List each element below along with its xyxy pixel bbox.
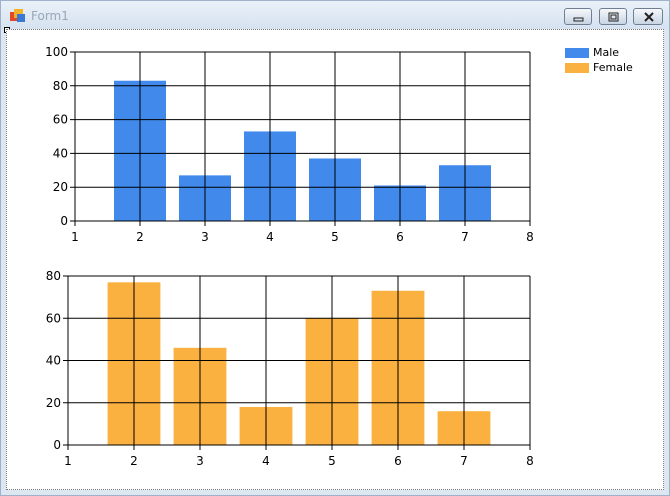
x-tick-label-male-1: 1 [71, 230, 79, 244]
x-tick-label-female-5: 5 [328, 454, 336, 468]
minimize-icon [573, 17, 584, 22]
window-title: Form1 [31, 9, 69, 23]
x-tick-label-female-4: 4 [262, 454, 270, 468]
x-tick-label-female-3: 3 [196, 454, 204, 468]
restore-button[interactable] [599, 8, 627, 25]
x-tick-label-male-3: 3 [201, 230, 209, 244]
x-tick-label-male-8: 8 [526, 230, 534, 244]
y-tick-label-female-0: 0 [53, 438, 61, 452]
x-tick-label-male-4: 4 [266, 230, 274, 244]
y-tick-label-male-20: 20 [53, 180, 68, 194]
restore-icon [608, 12, 619, 22]
y-tick-label-female-80: 80 [46, 269, 61, 283]
x-tick-label-female-2: 2 [130, 454, 138, 468]
x-tick-label-female-6: 6 [394, 454, 402, 468]
legend-swatch-female [565, 63, 589, 73]
form-app-icon [10, 9, 25, 22]
minimize-button[interactable] [564, 8, 592, 25]
legend-label-male: Male [593, 46, 620, 59]
title-bar[interactable]: Form1 [1, 1, 669, 29]
legend-swatch-male [565, 48, 589, 58]
close-icon [644, 12, 654, 22]
y-tick-label-female-40: 40 [46, 354, 61, 368]
close-button[interactable] [633, 8, 663, 25]
y-tick-label-male-40: 40 [53, 146, 68, 160]
y-tick-label-male-80: 80 [53, 79, 68, 93]
y-tick-label-female-20: 20 [46, 396, 61, 410]
legend-label-female: Female [593, 61, 633, 74]
y-tick-label-female-60: 60 [46, 311, 61, 325]
x-tick-label-female-1: 1 [64, 454, 72, 468]
y-tick-label-male-100: 100 [45, 45, 68, 59]
x-tick-label-male-6: 6 [396, 230, 404, 244]
x-tick-label-male-7: 7 [461, 230, 469, 244]
y-tick-label-male-60: 60 [53, 113, 68, 127]
y-tick-label-male-0: 0 [60, 214, 68, 228]
x-tick-label-female-8: 8 [526, 454, 534, 468]
x-tick-label-male-5: 5 [331, 230, 339, 244]
x-tick-label-female-7: 7 [460, 454, 468, 468]
x-tick-label-male-2: 2 [136, 230, 144, 244]
